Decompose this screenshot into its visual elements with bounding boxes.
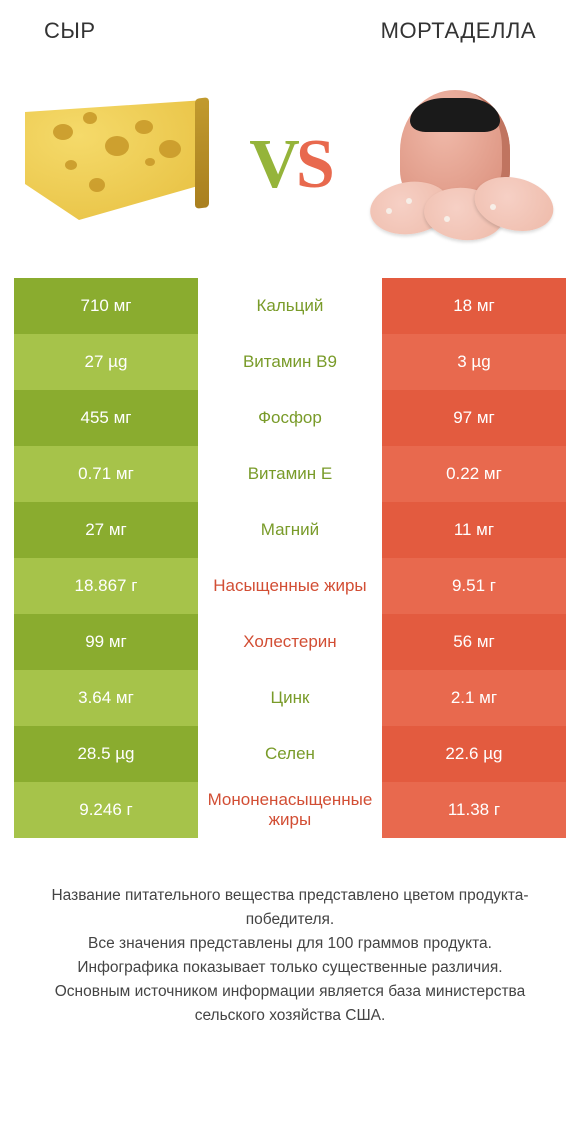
table-row: 710 мгКальций18 мг: [14, 278, 566, 334]
value-right: 3 µg: [382, 334, 566, 390]
vs-s: S: [296, 126, 331, 203]
value-right: 11.38 г: [382, 782, 566, 838]
value-left: 99 мг: [14, 614, 198, 670]
footer-line: Все значения представлены для 100 граммо…: [22, 932, 558, 956]
nutrient-label: Кальций: [198, 278, 382, 334]
table-row: 28.5 µgСелен22.6 µg: [14, 726, 566, 782]
table-row: 18.867 гНасыщенные жиры9.51 г: [14, 558, 566, 614]
footer-note: Название питательного вещества представл…: [14, 884, 566, 1028]
nutrition-table: 710 мгКальций18 мг27 µgВитамин B93 µg455…: [14, 278, 566, 838]
value-right: 18 мг: [382, 278, 566, 334]
hero: VS: [14, 80, 566, 250]
table-row: 455 мгФосфор97 мг: [14, 390, 566, 446]
table-row: 99 мгХолестерин56 мг: [14, 614, 566, 670]
footer-line: Основным источником информации является …: [22, 980, 558, 1028]
nutrient-label: Холестерин: [198, 614, 382, 670]
value-right: 9.51 г: [382, 558, 566, 614]
value-right: 0.22 мг: [382, 446, 566, 502]
nutrient-label: Магний: [198, 502, 382, 558]
value-left: 18.867 г: [14, 558, 198, 614]
nutrient-label: Витамин E: [198, 446, 382, 502]
table-row: 9.246 гМононенасыщенные жиры11.38 г: [14, 782, 566, 838]
value-right: 11 мг: [382, 502, 566, 558]
value-right: 97 мг: [382, 390, 566, 446]
table-row: 27 мгМагний11 мг: [14, 502, 566, 558]
title-right: МОРТАДЕЛЛА: [381, 18, 536, 44]
footer-line: Инфографика показывает только существенн…: [22, 956, 558, 980]
table-row: 27 µgВитамин B93 µg: [14, 334, 566, 390]
value-left: 28.5 µg: [14, 726, 198, 782]
value-left: 710 мг: [14, 278, 198, 334]
value-left: 27 мг: [14, 502, 198, 558]
product-right-image: [360, 90, 560, 240]
footer-line: Название питательного вещества представл…: [22, 884, 558, 932]
value-left: 27 µg: [14, 334, 198, 390]
nutrient-label: Цинк: [198, 670, 382, 726]
vs-label: VS: [249, 125, 331, 205]
nutrient-label: Селен: [198, 726, 382, 782]
cheese-icon: [25, 90, 215, 240]
value-left: 455 мг: [14, 390, 198, 446]
value-left: 3.64 мг: [14, 670, 198, 726]
nutrient-label: Насыщенные жиры: [198, 558, 382, 614]
value-left: 9.246 г: [14, 782, 198, 838]
product-left-image: [20, 90, 220, 240]
table-row: 0.71 мгВитамин E0.22 мг: [14, 446, 566, 502]
title-bar: СЫР МОРТАДЕЛЛА: [14, 18, 566, 44]
nutrient-label: Витамин B9: [198, 334, 382, 390]
table-row: 3.64 мгЦинк2.1 мг: [14, 670, 566, 726]
value-left: 0.71 мг: [14, 446, 198, 502]
mortadella-icon: [370, 90, 550, 240]
value-right: 22.6 µg: [382, 726, 566, 782]
nutrient-label: Мононенасыщенные жиры: [198, 782, 382, 838]
value-right: 56 мг: [382, 614, 566, 670]
title-left: СЫР: [44, 18, 96, 44]
nutrient-label: Фосфор: [198, 390, 382, 446]
value-right: 2.1 мг: [382, 670, 566, 726]
vs-v: V: [249, 126, 296, 203]
